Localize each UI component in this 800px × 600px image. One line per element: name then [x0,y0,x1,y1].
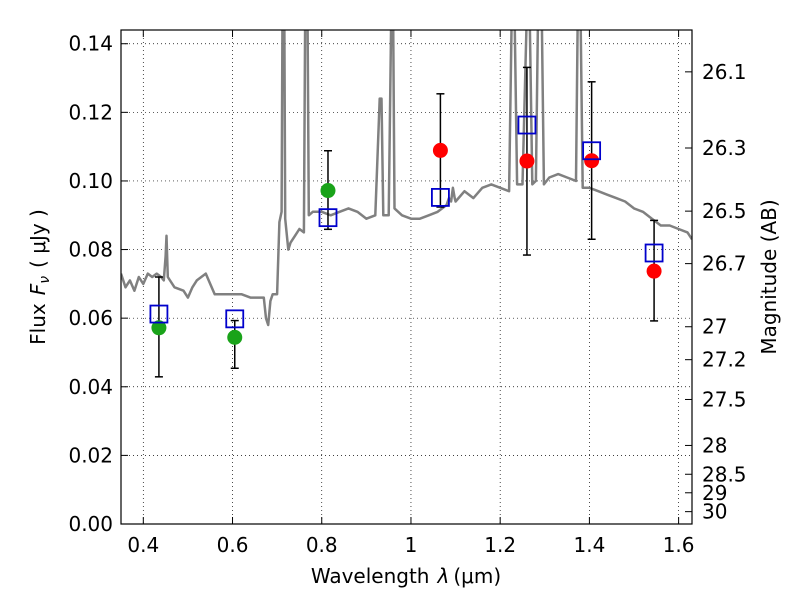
x-tick-label: 0.4 [127,533,159,557]
x-tick-label: 1 [405,533,418,557]
y2-tick-label: 27.2 [702,348,747,372]
y2-tick-label: 29 [702,481,727,505]
y2-tick-label: 26.5 [702,199,747,223]
observed-point [227,329,243,345]
model-point [225,309,245,329]
model-point [517,115,537,135]
y2-tick-label: 27 [702,315,727,339]
y-axis-label: FluxFν( μJy ) [26,209,53,345]
y-tick-label: 0.14 [68,32,113,56]
y-axis-ticks: 0.00 0.02 0.04 0.06 0.08 0.10 0.12 0.14 [68,32,128,536]
x-tick-label: 1.6 [663,533,695,557]
y-tick-label: 0.12 [68,100,113,124]
plot-frame [120,29,693,525]
model-point [431,188,450,207]
y2-tick-label: 26.1 [702,60,747,84]
model-point [318,208,338,228]
model-point [582,141,602,161]
observed-point [646,263,662,279]
observed-point [320,183,336,199]
x-tick-label: 0.6 [217,533,249,557]
y2-axis-label: Magnitude (AB) [757,199,781,354]
y2-tick-label: 26.3 [702,136,747,160]
template-spectrum-line [121,30,692,327]
y-tick-label: 0.00 [68,512,113,536]
y-tick-label: 0.10 [68,169,113,193]
template-spectrum [121,30,692,327]
x-tick-label: 1.4 [573,533,605,557]
observed-point [519,153,535,169]
y-tick-label: 0.08 [68,238,113,262]
x-axis-ticks: 0.4 0.6 0.8 1 1.2 1.4 1.6 [127,30,695,557]
y-tick-label: 0.02 [68,443,113,467]
y-tick-label: 0.06 [68,306,113,330]
model-point [149,304,169,324]
x-tick-label: 0.8 [306,533,338,557]
y2-tick-label: 28.5 [702,462,747,486]
x-axis-label: Wavelength λ (μm) [311,564,501,588]
observed-point [151,320,167,336]
model-points [149,115,664,329]
y2-tick-label: 28 [702,433,727,457]
y2-tick-label: 27.5 [702,387,747,411]
y2-tick-label: 26.7 [702,252,747,276]
model-point [644,243,664,263]
observed-point [584,153,600,169]
y2-tick-label: 30 [702,500,727,524]
y-tick-label: 0.04 [68,375,113,399]
x-tick-label: 1.2 [484,533,516,557]
observed-points [151,142,662,345]
observed-point [432,142,448,158]
